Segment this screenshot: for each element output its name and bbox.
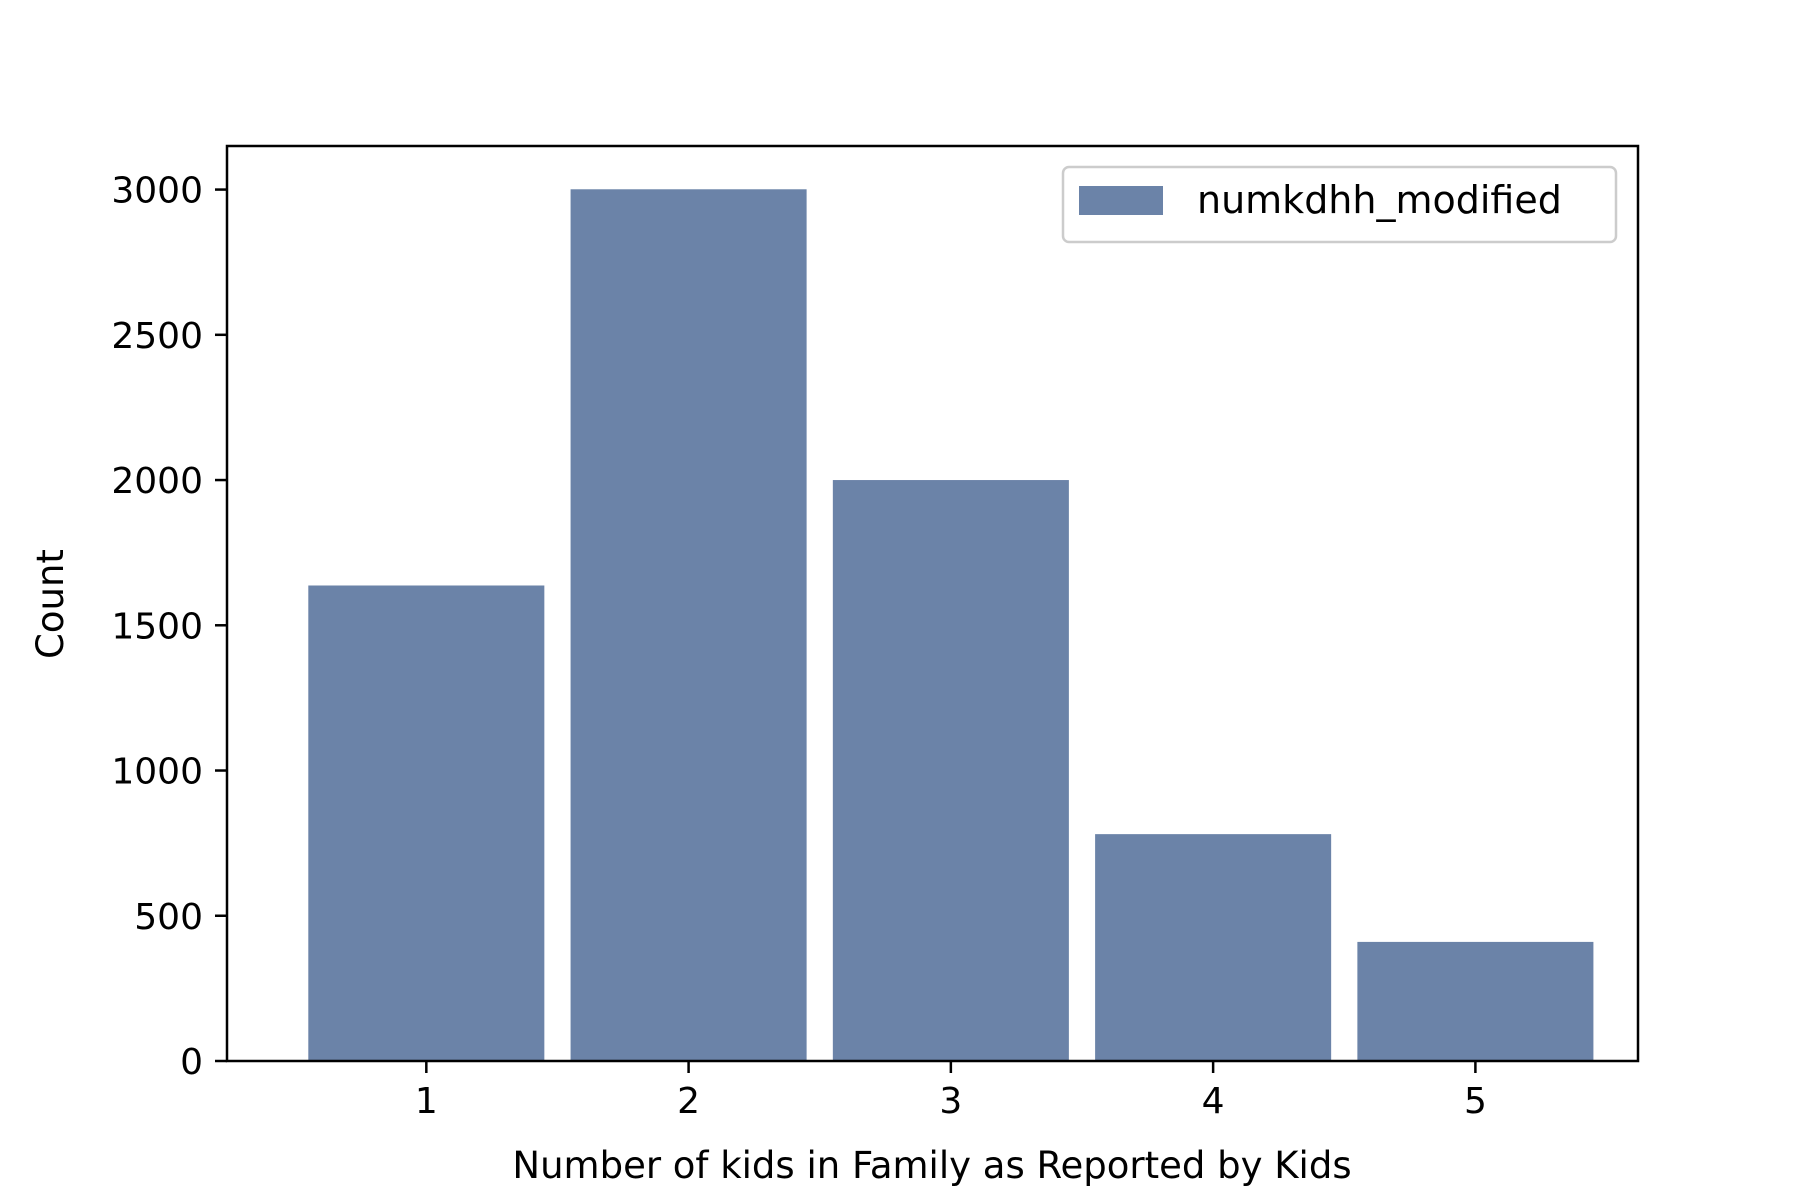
x-tick-label-5: 5 xyxy=(1464,1081,1487,1122)
bar-1 xyxy=(308,585,545,1061)
legend-swatch xyxy=(1079,186,1163,215)
legend-box xyxy=(1061,165,1618,244)
y-tick-label-2000: 2000 xyxy=(111,461,203,502)
x-ticks: 1 2 3 4 5 xyxy=(415,1061,1487,1122)
x-axis-label: Number of kids in Family as Reported by … xyxy=(512,1144,1351,1187)
y-tick-label-1500: 1500 xyxy=(111,606,203,647)
x-tick-label-2: 2 xyxy=(677,1081,700,1122)
y-tick-label-500: 500 xyxy=(134,897,203,938)
y-tick-label-1000: 1000 xyxy=(111,752,203,793)
plot-frame xyxy=(225,144,1640,1063)
legend-label: numkdhh_modified xyxy=(1197,178,1562,222)
x-tick-label-1: 1 xyxy=(415,1081,438,1122)
y-tick-label-3000: 3000 xyxy=(111,171,203,212)
y-axis-label: Count xyxy=(29,549,72,659)
bar-2 xyxy=(570,189,807,1061)
bar-3 xyxy=(832,480,1069,1061)
bar-4 xyxy=(1095,834,1332,1061)
bars-group xyxy=(308,189,1594,1061)
x-tick-label-3: 3 xyxy=(939,1081,962,1122)
y-tick-label-2500: 2500 xyxy=(111,316,203,357)
y-tick-label-0: 0 xyxy=(180,1042,203,1083)
bar-5 xyxy=(1357,941,1594,1061)
y-ticks: 0 500 1000 1500 2000 2500 3000 xyxy=(111,171,227,1083)
x-tick-label-4: 4 xyxy=(1202,1081,1225,1122)
legend: numkdhh_modified xyxy=(1061,165,1618,244)
